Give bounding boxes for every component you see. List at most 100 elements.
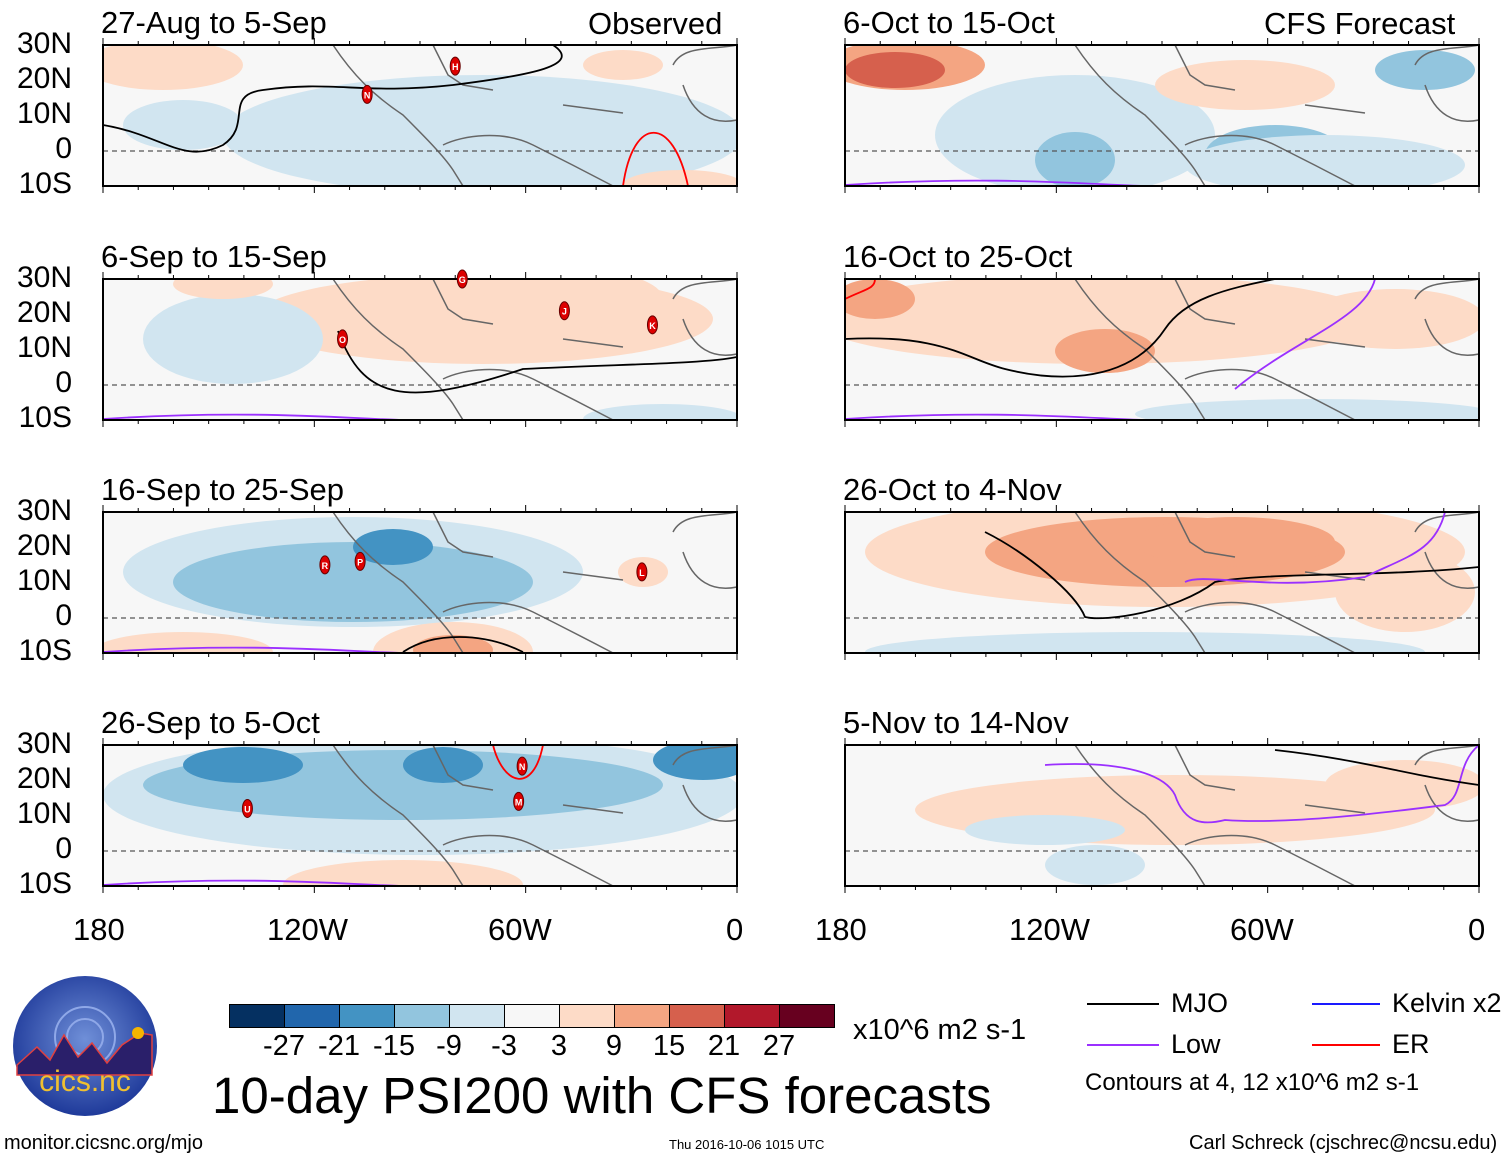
- panel-title: 6-Sep to 15-Sep: [101, 239, 327, 274]
- panel-title: 27-Aug to 5-Sep: [101, 5, 327, 40]
- contour-mjo: [337, 330, 737, 394]
- storm-letter: R: [322, 561, 329, 571]
- colorbar-label: -3: [491, 1030, 517, 1062]
- storm-icon: [361, 84, 373, 104]
- footer-author: Carl Schreck (cjschrec@ncsu.edu): [1189, 1132, 1498, 1154]
- contours-note: Contours at 4, 12 x10^6 m2 s-1: [1085, 1069, 1420, 1096]
- panel-title: 5-Nov to 14-Nov: [843, 705, 1069, 740]
- colorbar-swatch: [339, 1004, 395, 1028]
- y-tick-label: 0: [55, 832, 72, 865]
- x-tick-label: 60W: [488, 912, 552, 947]
- storm-icon: [319, 555, 331, 575]
- storm-letter: O: [339, 335, 346, 345]
- y-tick-label: 30N: [16, 27, 72, 60]
- anomaly-shading: [1035, 132, 1115, 186]
- map-panel: U N M: [102, 738, 738, 893]
- storm-letter: N: [364, 90, 371, 100]
- colorbar-label: 15: [652, 1030, 686, 1062]
- colorbar-label: 27: [762, 1030, 796, 1062]
- map-panel: [844, 738, 1480, 893]
- y-tick-label: 10S: [18, 401, 72, 434]
- anomaly-shading: [483, 279, 663, 329]
- storm-icon: [337, 329, 349, 349]
- y-tick-label: 20N: [16, 762, 72, 795]
- figure-title: 10-day PSI200 with CFS forecasts: [212, 1067, 992, 1124]
- anomaly-shading: [965, 815, 1125, 845]
- y-tick-label: 10N: [16, 564, 72, 597]
- anomaly-shading: [1325, 760, 1479, 810]
- storm-icon: [516, 756, 528, 776]
- colorbar-label: -21: [318, 1030, 360, 1062]
- y-tick-label: 10S: [18, 634, 72, 667]
- map-panel: O J K G: [102, 269, 738, 427]
- colorbar-label: 3: [550, 1030, 568, 1062]
- colorbar-label: 21: [707, 1030, 741, 1062]
- anomaly-shading: [1045, 845, 1145, 885]
- y-tick-label: 0: [55, 366, 72, 399]
- anomaly-shading: [1055, 329, 1155, 373]
- storm-letter: G: [459, 275, 466, 285]
- y-tick-label: 10N: [16, 97, 72, 130]
- legend-label-kelvin: Kelvin x2: [1392, 988, 1502, 1018]
- colorbar-swatch: [394, 1004, 450, 1028]
- x-tick-label: 180: [815, 912, 867, 947]
- storm-letter: K: [649, 321, 656, 331]
- colorbar-swatch: [284, 1004, 340, 1028]
- anomaly-shading: [103, 45, 243, 90]
- storm-letter: U: [244, 804, 251, 814]
- y-tick-label: 20N: [16, 529, 72, 562]
- y-tick-label: 30N: [16, 727, 72, 760]
- anomaly-shading: [173, 542, 533, 622]
- contour-low: [1044, 745, 1479, 824]
- x-tick-label: 60W: [1230, 912, 1294, 947]
- anomaly-shading: [653, 745, 737, 780]
- colorbar-swatch: [779, 1004, 835, 1028]
- anomaly-shading: [1305, 289, 1479, 349]
- anomaly-shading: [123, 100, 243, 150]
- contour-mjo: [402, 636, 524, 653]
- storm-letter: L: [639, 568, 645, 578]
- coastline: [1074, 44, 1480, 187]
- map-panel: [844, 38, 1480, 193]
- panel-title: 6-Oct to 15-Oct: [843, 5, 1055, 40]
- anomaly-shading: [183, 747, 303, 783]
- y-tick-label: 20N: [16, 62, 72, 95]
- storm-letter: J: [562, 307, 567, 317]
- coastline: [332, 744, 738, 887]
- y-tick-label: 0: [55, 132, 72, 165]
- map-panel: [844, 272, 1480, 427]
- storm-icon: [646, 315, 658, 335]
- anomaly-shading: [845, 279, 915, 319]
- legend-line-er: [1312, 1044, 1380, 1046]
- coastline: [1074, 278, 1480, 421]
- x-tick-label: 120W: [267, 912, 348, 947]
- contour-mjo: [845, 279, 1276, 378]
- anomaly-shading: [223, 75, 737, 186]
- storm-icon: [449, 56, 461, 76]
- contour-mjo: [1274, 749, 1479, 786]
- anomaly-shading: [1135, 399, 1479, 420]
- contour-er: [845, 279, 876, 300]
- coastline: [332, 44, 738, 187]
- x-tick-label: 180: [73, 912, 125, 947]
- colorbar-label: -15: [373, 1030, 415, 1062]
- cfs-forecast-header: CFS Forecast: [1264, 6, 1456, 41]
- panel-title: 16-Sep to 25-Sep: [101, 472, 345, 507]
- contour-mjo: [984, 531, 1479, 620]
- storm-letter: M: [515, 797, 523, 807]
- storm-icon: [241, 798, 253, 818]
- svg-text:cics.nc: cics.nc: [39, 1065, 131, 1098]
- panel-title: 26-Sep to 5-Oct: [101, 705, 320, 740]
- map-panel: [844, 505, 1480, 660]
- colorbar-label: -27: [263, 1030, 305, 1062]
- legend-label-er: ER: [1392, 1029, 1430, 1059]
- anomaly-shading: [353, 529, 433, 565]
- x-tick-label: 0: [1468, 912, 1486, 947]
- colorbar-swatch: [449, 1004, 505, 1028]
- contour-low: [1234, 279, 1376, 390]
- colorbar-swatch: [504, 1004, 560, 1028]
- observed-header: Observed: [588, 6, 723, 41]
- x-tick-label: 120W: [1009, 912, 1090, 947]
- contour-mjo: [103, 45, 563, 153]
- footer-url[interactable]: monitor.cicsnc.org/mjo: [4, 1132, 203, 1154]
